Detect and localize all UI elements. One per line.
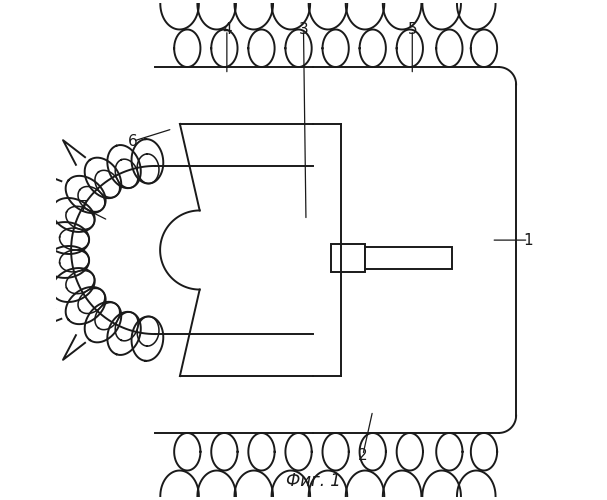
Text: 4: 4 — [222, 22, 232, 38]
Text: 5: 5 — [407, 22, 417, 38]
Text: 7: 7 — [79, 200, 88, 216]
Text: Фиг. 1: Фиг. 1 — [286, 472, 341, 490]
Text: 6: 6 — [128, 134, 138, 148]
Bar — [331, 244, 365, 272]
Text: 1: 1 — [524, 232, 534, 248]
Text: 3: 3 — [299, 22, 308, 38]
Text: 2: 2 — [358, 448, 368, 462]
Bar — [365, 247, 452, 269]
